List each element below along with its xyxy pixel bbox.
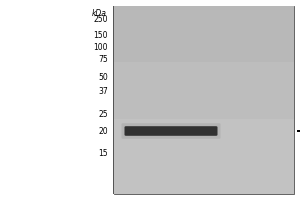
Bar <box>114 109 294 113</box>
Text: kDa: kDa <box>92 8 106 18</box>
Bar <box>114 181 294 185</box>
Bar <box>114 72 294 75</box>
Bar <box>114 84 294 87</box>
Bar <box>114 97 294 100</box>
Text: 15: 15 <box>98 150 108 158</box>
Bar <box>114 66 294 69</box>
Text: 50: 50 <box>98 73 108 82</box>
Bar <box>114 53 294 56</box>
Bar <box>114 122 294 125</box>
Bar <box>114 25 294 28</box>
Bar <box>114 100 294 103</box>
Bar <box>114 31 294 34</box>
Bar <box>114 34 294 37</box>
Bar <box>114 188 294 191</box>
Bar <box>114 138 294 141</box>
Bar <box>114 37 294 40</box>
Text: 100: 100 <box>94 43 108 51</box>
Bar <box>114 59 294 62</box>
Bar <box>114 15 294 19</box>
Bar <box>114 69 294 72</box>
Bar <box>114 156 294 160</box>
Text: 75: 75 <box>98 55 108 64</box>
Text: 150: 150 <box>94 30 108 40</box>
Bar <box>114 81 294 84</box>
Bar <box>114 178 294 181</box>
Bar <box>114 47 294 50</box>
Bar <box>114 78 294 81</box>
Bar <box>114 172 294 175</box>
Bar <box>297 130 300 132</box>
Bar <box>114 169 294 172</box>
Bar <box>114 144 294 147</box>
Bar <box>114 22 294 25</box>
Bar <box>114 19 294 22</box>
Bar <box>114 103 294 106</box>
Bar <box>114 141 294 144</box>
Bar <box>112 6 114 194</box>
Text: 20: 20 <box>98 127 108 136</box>
Bar <box>114 160 294 163</box>
Bar <box>114 40 294 44</box>
Bar <box>114 119 294 122</box>
Bar <box>114 91 294 94</box>
Bar <box>114 6 294 9</box>
Bar <box>114 166 294 169</box>
Bar <box>114 28 294 31</box>
FancyBboxPatch shape <box>124 126 218 136</box>
Bar <box>114 94 294 97</box>
Bar <box>114 153 294 156</box>
Bar <box>114 125 294 128</box>
Bar <box>114 131 294 134</box>
Bar <box>114 116 294 119</box>
Bar <box>114 106 294 109</box>
Bar <box>114 128 294 131</box>
Bar <box>114 12 294 15</box>
Bar <box>114 62 294 66</box>
Bar <box>114 191 294 194</box>
Bar <box>114 150 294 153</box>
Bar <box>114 134 294 138</box>
Bar <box>114 44 294 47</box>
Bar <box>114 50 294 53</box>
Bar <box>114 56 294 59</box>
Text: 25: 25 <box>98 110 108 119</box>
Bar <box>114 185 294 188</box>
Bar <box>114 175 294 178</box>
FancyBboxPatch shape <box>122 123 220 139</box>
Bar <box>114 75 294 78</box>
Bar <box>114 87 294 91</box>
Bar <box>114 163 294 166</box>
Bar <box>114 6 294 194</box>
Bar <box>114 147 294 150</box>
Text: 37: 37 <box>98 87 108 96</box>
Bar <box>114 113 294 116</box>
Text: 250: 250 <box>94 16 108 24</box>
Bar <box>114 9 294 12</box>
